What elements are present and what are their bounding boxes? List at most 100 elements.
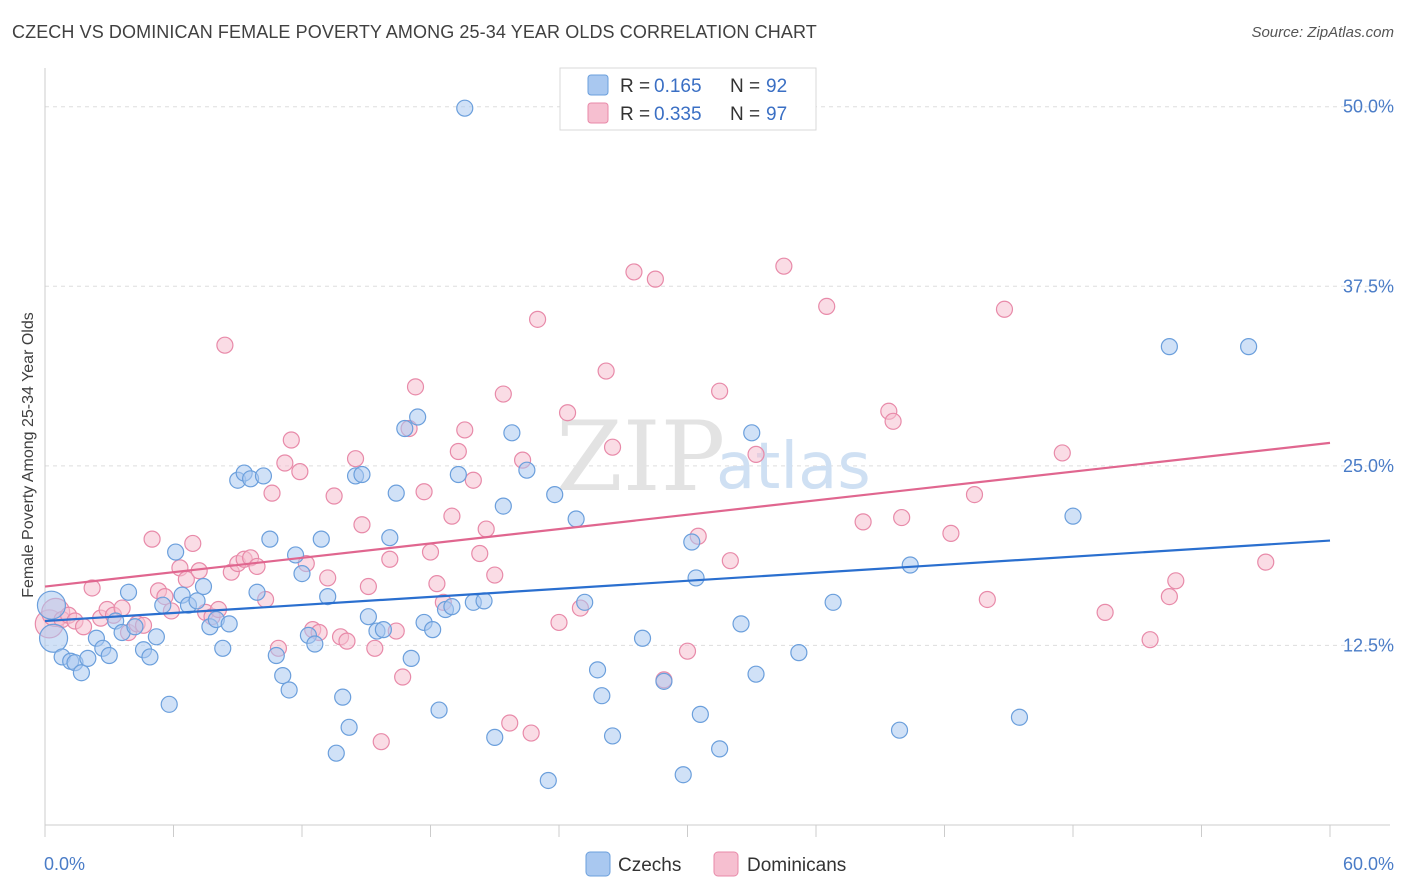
dominican-point — [372, 733, 390, 751]
czech-point — [576, 593, 594, 611]
czech-point — [220, 615, 238, 633]
trend-lines — [44, 441, 1331, 623]
czech-point — [1010, 708, 1029, 726]
watermark-zip: ZIP — [556, 401, 725, 513]
legend-r-label-czechs: R = — [620, 76, 650, 97]
dominican-point — [359, 577, 377, 596]
y-tick-label: 12.5% — [1343, 635, 1394, 655]
czech-point — [743, 424, 761, 442]
legend-top: R = 0.165 N = 92 R = 0.335 N = 97 — [559, 67, 817, 131]
dominican-point — [443, 507, 461, 525]
dominican-point — [721, 552, 739, 570]
czech-point — [280, 681, 298, 699]
legend-n-label-dominicans: N = — [730, 104, 760, 125]
y-tick-label: 25.0% — [1343, 456, 1394, 476]
czech-point — [546, 485, 564, 504]
czech-point — [36, 590, 67, 620]
dominican-point — [366, 639, 384, 657]
czech-point — [409, 408, 427, 426]
dominican-point — [893, 508, 911, 527]
czech-point — [254, 467, 273, 485]
bottom-legend-label-czechs: Czechs — [618, 855, 681, 876]
czech-point — [732, 615, 750, 633]
czech-point — [72, 664, 91, 682]
czech-point — [424, 621, 442, 639]
source-label: Source: ZipAtlas.com — [1251, 24, 1394, 41]
czech-point — [747, 665, 765, 683]
dominican-point — [711, 382, 729, 400]
czech-point — [486, 728, 504, 746]
dominican-point — [406, 378, 425, 396]
legend-n-value-czechs: 92 — [766, 76, 787, 97]
dominican-point — [319, 569, 337, 587]
czech-point — [593, 687, 611, 705]
czech-point — [449, 465, 467, 484]
dominican-point — [477, 520, 495, 538]
legend-r-value-dominicans: 0.335 — [654, 104, 702, 125]
x-tick-label-min: 0.0% — [44, 854, 85, 874]
dominican-point — [325, 487, 343, 505]
dominican-point — [646, 270, 664, 288]
gridlines — [45, 106, 1390, 646]
legend-swatch-czechs — [587, 74, 609, 96]
czech-point — [588, 661, 607, 679]
legend-bottom: Czechs Dominicans — [585, 851, 846, 877]
czech-point — [475, 592, 493, 610]
dominican-point — [464, 471, 482, 489]
czech-point — [194, 577, 213, 596]
czech-point — [340, 718, 358, 736]
dominican-point — [1141, 631, 1159, 649]
dominican-point — [995, 300, 1014, 318]
legend-n-label-czechs: N = — [730, 76, 760, 97]
bottom-legend-label-dominicans: Dominicans — [747, 855, 846, 876]
czech-point — [824, 593, 842, 611]
czech-point — [126, 618, 144, 636]
y-tick-label: 37.5% — [1343, 276, 1394, 296]
dominican-point — [83, 579, 101, 597]
dominican-point — [1096, 603, 1114, 621]
czech-point — [518, 461, 536, 479]
dominican-point — [522, 724, 540, 742]
czech-point — [160, 695, 178, 713]
dominican-point — [248, 557, 266, 576]
czech-point — [119, 583, 138, 601]
czech-point — [443, 598, 461, 616]
czech-point — [503, 424, 521, 442]
czech-point — [790, 644, 808, 662]
czech-point — [494, 497, 512, 515]
dominican-point — [965, 485, 984, 504]
dominican-point — [456, 421, 474, 439]
czech-point — [147, 628, 165, 646]
dominican-point — [276, 454, 294, 472]
dominican-point — [74, 618, 93, 636]
dominican-point — [603, 438, 622, 456]
dominican-point — [597, 362, 615, 380]
dominican-point — [494, 385, 512, 403]
y-axis-label: Female Poverty Among 25-34 Year Olds — [20, 312, 37, 598]
chart-title: CZECH VS DOMINICAN FEMALE POVERTY AMONG … — [12, 22, 817, 42]
czech-point — [267, 646, 285, 665]
dominican-point — [449, 442, 467, 461]
dominican-point — [678, 642, 697, 660]
dominican-point — [346, 450, 365, 468]
legend-r-value-czechs: 0.165 — [654, 76, 702, 97]
czech-point — [327, 744, 345, 762]
czech-point — [683, 533, 701, 551]
dominican-point — [625, 263, 643, 281]
czechs-points — [36, 99, 1258, 790]
czech-point — [691, 705, 709, 723]
czech-point — [274, 666, 292, 685]
czech-point — [387, 484, 405, 502]
legend-r-label-dominicans: R = — [620, 104, 650, 125]
dominican-point — [381, 550, 399, 568]
dominican-point — [854, 513, 872, 531]
dominican-point — [1053, 444, 1071, 462]
dominican-point — [558, 404, 577, 422]
czech-point — [539, 771, 557, 790]
dominican-point — [428, 575, 446, 593]
dominican-point — [747, 445, 765, 463]
dominican-point — [1167, 572, 1185, 590]
czech-point — [38, 623, 69, 653]
czech-point — [1160, 338, 1178, 356]
dominican-point — [282, 431, 300, 449]
